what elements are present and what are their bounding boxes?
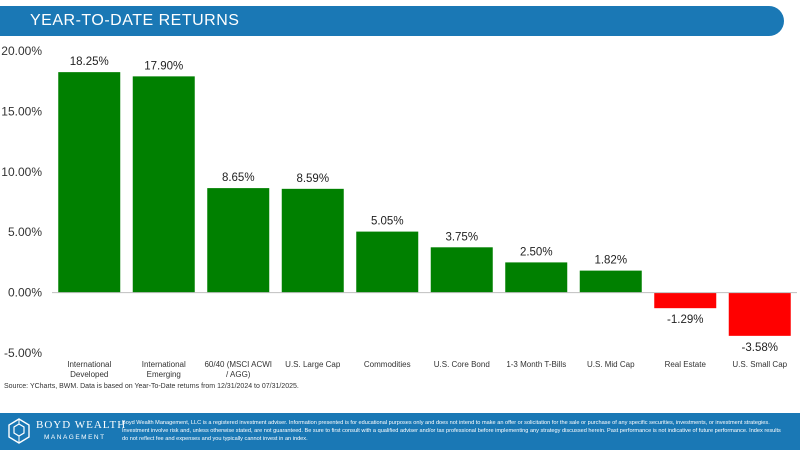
data-label: 2.50% xyxy=(520,246,553,258)
bar xyxy=(58,72,121,293)
bar-chart: 20.00% 15.00% 10.00% 5.00% 0.00% -5.00% 18.25%… xyxy=(1,44,797,379)
data-label: -3.58% xyxy=(742,342,778,354)
bar xyxy=(281,188,344,293)
diamond-cube-icon xyxy=(8,418,30,444)
x-tick-label: 60/40 (MSCI ACWI xyxy=(204,360,272,369)
y-tick-label: 15.00% xyxy=(1,104,42,118)
x-tick-label: U.S. Small Cap xyxy=(732,360,787,369)
y-tick-label: 5.00% xyxy=(8,225,42,239)
x-tick-label: Real Estate xyxy=(665,360,707,369)
data-label: 3.75% xyxy=(445,231,478,243)
data-label: 8.65% xyxy=(222,172,255,184)
bar xyxy=(207,188,270,293)
data-label: 17.90% xyxy=(144,60,183,72)
x-tick-label: U.S. Large Cap xyxy=(285,360,341,369)
x-tick-label: Commodities xyxy=(364,360,411,369)
x-tick-label: International xyxy=(142,360,186,369)
y-tick-label: -5.00% xyxy=(4,346,42,360)
x-tick-label: Emerging xyxy=(147,370,181,379)
source-note: Source: YCharts, BWM. Data is based on Y… xyxy=(4,383,299,390)
y-tick-label: 20.00% xyxy=(1,44,42,58)
x-tick-label: U.S. Mid Cap xyxy=(587,360,635,369)
x-tick-label: 1-3 Month T-Bills xyxy=(506,360,566,369)
bar xyxy=(654,292,717,309)
y-tick-label: 10.00% xyxy=(1,165,42,179)
data-label: 1.82% xyxy=(594,255,627,267)
bar xyxy=(728,292,791,336)
y-tick-label: 0.00% xyxy=(8,286,42,300)
footer: BOYD WEALTH MANAGEMENT Boyd Wealth Manag… xyxy=(0,413,800,450)
data-label: 5.05% xyxy=(371,216,404,228)
disclaimer: Boyd Wealth Management, LLC is a registe… xyxy=(122,420,781,442)
bar xyxy=(430,247,493,293)
title-bar: YEAR-TO-DATE RETURNS xyxy=(0,6,784,36)
bar xyxy=(356,231,419,293)
page-title: YEAR-TO-DATE RETURNS xyxy=(30,12,240,29)
x-tick-label: Developed xyxy=(70,370,108,379)
x-tick-label: / AGG) xyxy=(226,370,251,379)
bar xyxy=(579,270,642,293)
bar xyxy=(505,262,568,293)
x-tick-label: U.S. Core Bond xyxy=(434,360,490,369)
bar xyxy=(132,76,195,293)
logo-sub: MANAGEMENT xyxy=(44,434,106,441)
x-tick-label: International xyxy=(67,360,111,369)
data-label: 18.25% xyxy=(70,56,109,68)
company-logo: BOYD WEALTH MANAGEMENT xyxy=(8,416,125,448)
data-label: 8.59% xyxy=(296,173,329,185)
logo-name: BOYD WEALTH xyxy=(36,419,127,431)
data-label: -1.29% xyxy=(667,314,703,326)
